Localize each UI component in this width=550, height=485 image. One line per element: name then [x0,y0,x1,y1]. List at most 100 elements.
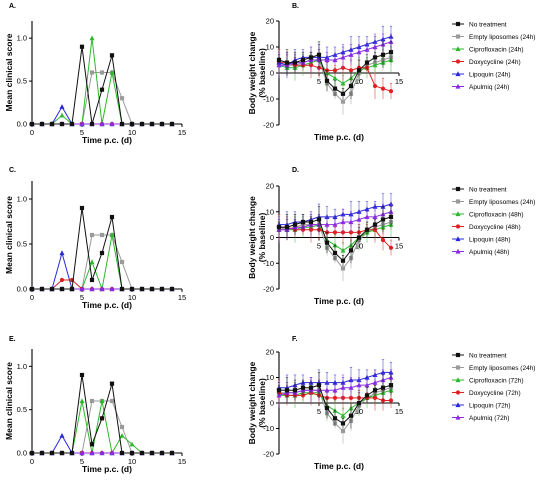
data-point [372,62,378,68]
y-tick-label: -20 [263,121,274,130]
data-point [340,91,346,96]
data-point [372,55,378,60]
data-point [39,450,45,456]
data-point [388,398,394,403]
data-point [324,57,330,63]
series-line [32,207,172,290]
data-point [300,219,306,225]
data-point [119,450,125,456]
x-tick-label: 5 [317,407,321,416]
data-point [308,55,314,60]
series-no-treatment [29,44,175,127]
legend-marker [455,186,461,192]
chart-panel-e: E. 0.0 0.5 1.0 0 5 10 15 Time p.c. (d) Mean clini… [4,336,186,474]
series-ciprofloxacin [29,35,175,127]
data-point [356,400,362,406]
data-point [139,450,145,456]
data-point [372,379,378,385]
legend-label: Lipoquin (48h) [469,236,511,243]
data-point [59,450,65,456]
data-point [332,75,338,81]
data-point [49,450,55,456]
data-point [324,221,330,227]
series-line [32,400,172,455]
legend-marker [455,34,461,39]
legend-label: Empty liposomes (24h) [469,34,535,41]
data-point [380,52,386,57]
data-point [348,413,354,418]
data-point [356,382,362,388]
legend-label: Doxycycline (24h) [469,59,521,66]
data-point [59,104,65,109]
series-line [32,234,172,291]
data-point [372,214,378,219]
y-tick-label: -10 [263,424,274,433]
data-point [340,219,346,225]
data-point [380,217,386,222]
data-point [129,441,135,447]
data-point [372,222,378,227]
legend-label: Empty liposomes (24h) [469,365,535,372]
series-ciprofloxacin [29,232,175,292]
series-no-treatment [29,205,175,292]
data-point [324,406,330,411]
data-point [316,383,322,388]
series-ciprofloxacin [29,398,175,456]
x-axis-title: Time p.c. (d) [82,135,132,145]
y-axis-title: Body weight change [247,361,257,444]
data-point [332,395,338,400]
legend-label: Doxycycline (48h) [469,224,521,231]
data-point [129,286,135,292]
series-no-treatment [29,372,175,456]
data-point [109,53,115,58]
data-point [372,83,378,89]
data-point [380,385,386,390]
data-point [292,388,298,393]
y-tick-label: 0 [270,233,274,242]
x-tick-label: 15 [395,77,403,86]
data-point [300,57,306,63]
data-point [119,424,125,430]
y-tick-label: 0.5 [17,405,27,414]
data-point [39,121,45,127]
data-point [109,232,115,238]
data-point [356,235,362,240]
series-empty-liposomes [29,232,175,292]
data-point [59,286,65,292]
data-point [388,89,394,94]
data-point [119,121,125,127]
legend-marker [455,199,461,204]
data-point [169,450,175,456]
x-tick-label: 5 [317,77,321,86]
y-tick-label: -10 [263,259,274,268]
x-axis-title: Time p.c. (d) [314,296,364,306]
legend-marker [455,224,461,229]
y-tick-label: 0.0 [17,449,27,458]
y-tick-label: 0 [270,399,274,408]
data-point [388,383,394,388]
data-point [372,44,378,50]
data-point [49,121,55,127]
x-tick-label: 5 [80,457,84,466]
data-point [109,286,115,292]
data-point [276,225,282,230]
legend: No treatment Empty liposomes (24h) Ciprofl… [452,352,535,422]
legend-marker [455,377,461,383]
legend-label: Ciprofloxacin (72h) [469,377,524,384]
data-point [119,96,125,101]
series-line [32,400,172,454]
data-point [364,46,370,52]
x-tick-label: 5 [80,128,84,137]
data-point [348,248,354,253]
data-point [29,121,35,127]
series-no-treatment [276,206,394,266]
data-point [380,86,386,91]
data-point [89,450,95,456]
data-point [99,70,105,75]
y-axis-title: Mean clinical score [4,362,14,440]
data-point [348,219,354,225]
data-point [284,225,290,230]
series-no-treatment [276,372,394,429]
